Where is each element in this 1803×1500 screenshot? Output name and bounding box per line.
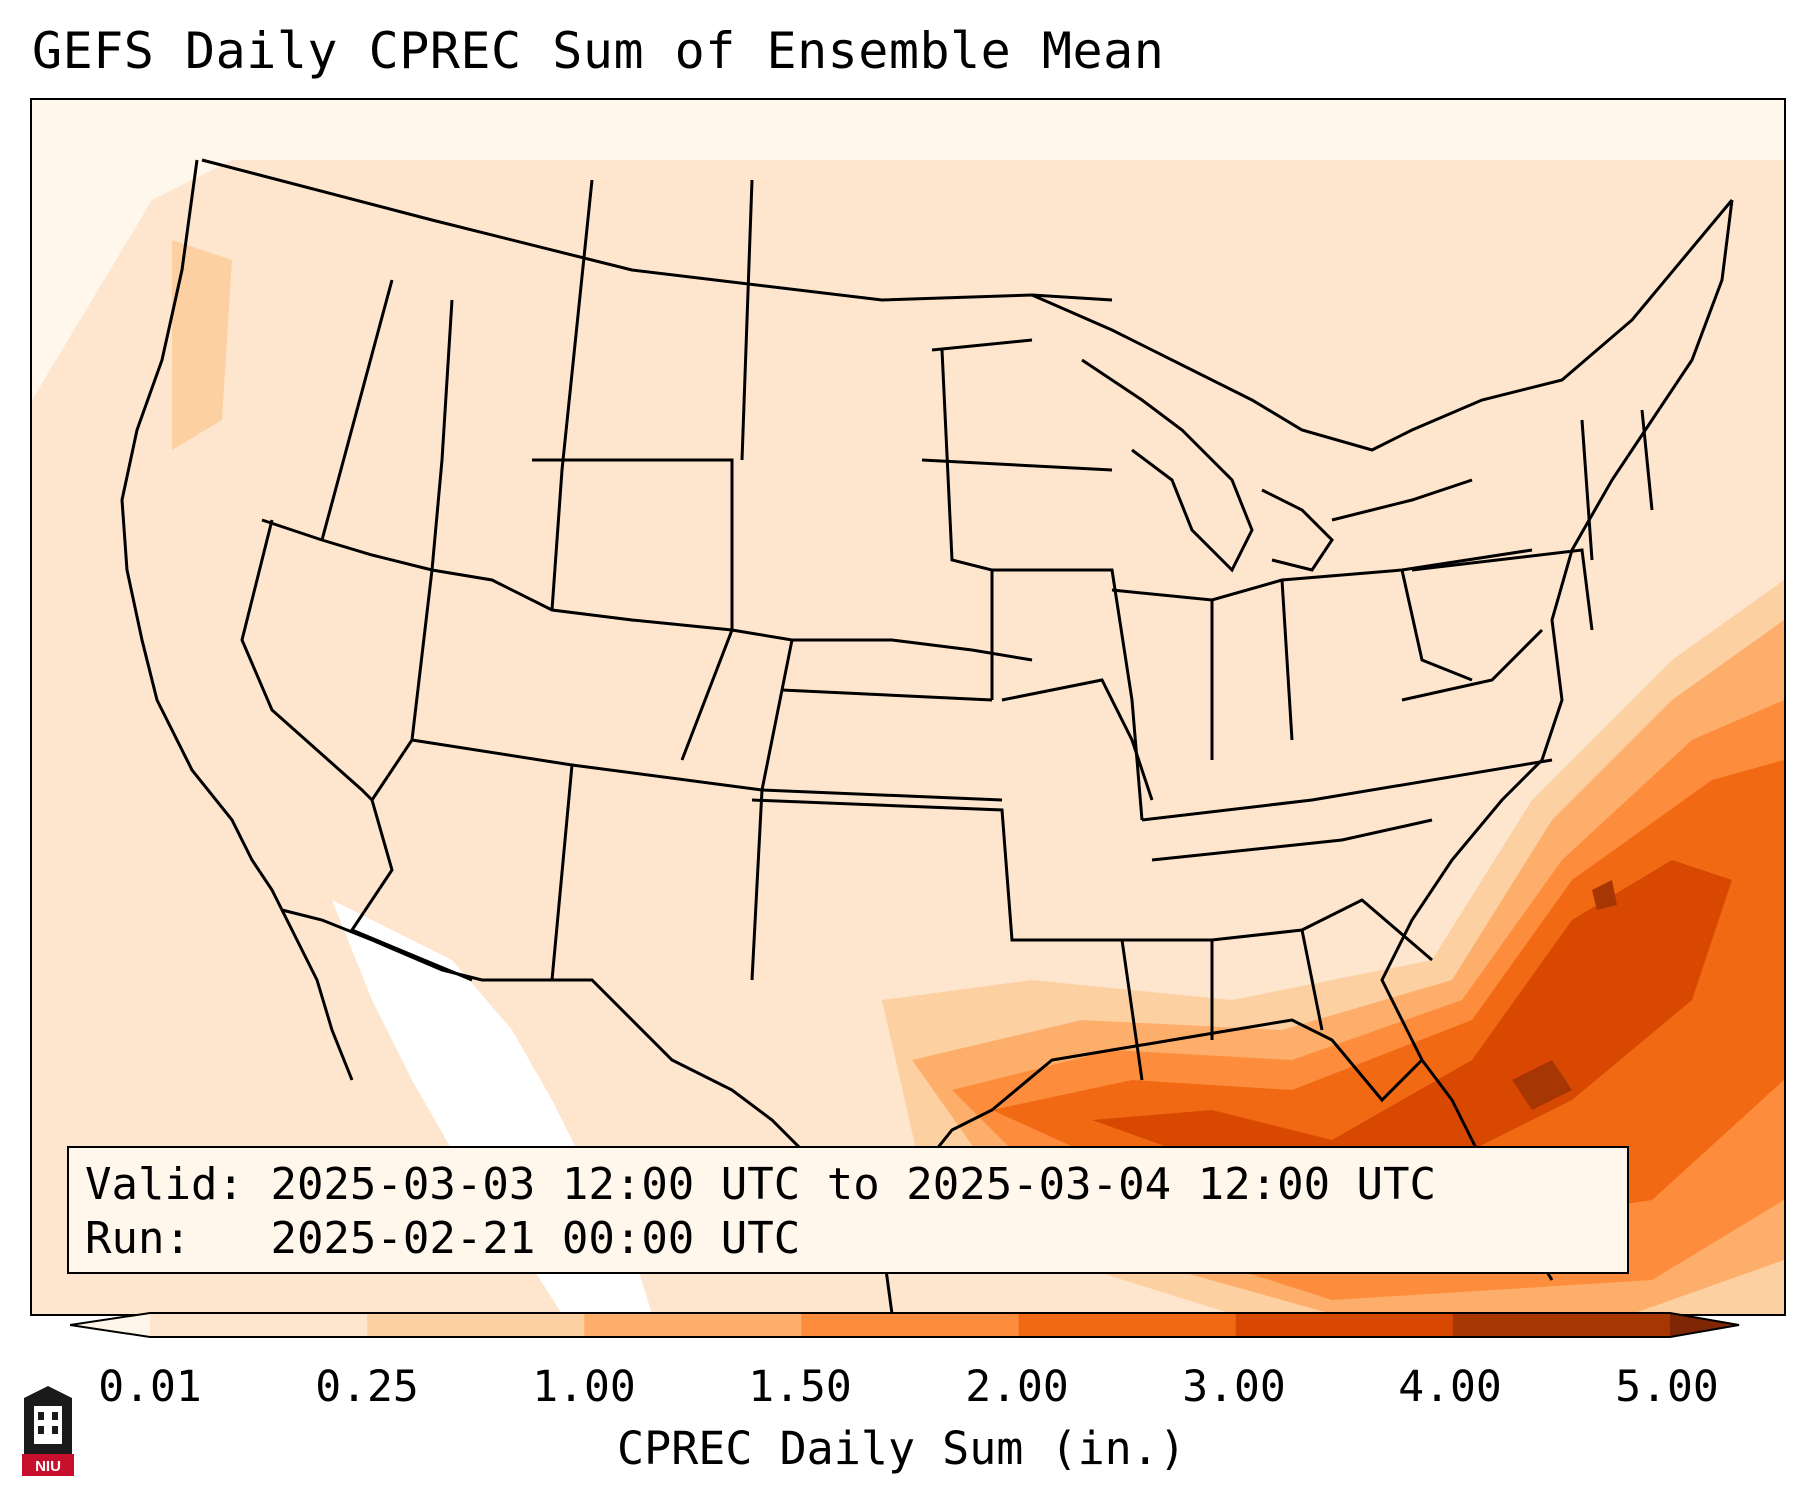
run-value: 2025-02-21 00:00 UTC	[270, 1213, 801, 1264]
colorbar-segment	[367, 1313, 585, 1337]
map-title: GEFS Daily CPREC Sum of Ensemble Mean	[32, 22, 1165, 80]
colorbar-extend-low	[70, 1313, 150, 1337]
colorbar-tick: 1.00	[532, 1362, 636, 1412]
validity-info-box: Valid: 2025-03-03 12:00 UTC to 2025-03-0…	[67, 1146, 1629, 1274]
precipitation-map	[32, 158, 1784, 1314]
valid-row: Valid: 2025-03-03 12:00 UTC to 2025-03-0…	[85, 1158, 1611, 1212]
colorbar-segment	[1018, 1313, 1237, 1337]
state-boundaries	[120, 158, 1734, 1314]
precip-contour	[1592, 880, 1617, 910]
precip-contour	[172, 240, 232, 450]
colorbar-tick: 3.00	[1182, 1362, 1286, 1412]
valid-value: 2025-03-03 12:00 UTC to 2025-03-04 12:00…	[270, 1159, 1437, 1210]
colorbar-segment	[801, 1313, 1020, 1337]
precip-shading	[32, 160, 1784, 1314]
colorbar-segment	[1452, 1313, 1671, 1337]
colorbar-segment	[150, 1313, 368, 1337]
colorbar-tick: 1.50	[748, 1362, 852, 1412]
colorbar-tick: 4.00	[1398, 1362, 1502, 1412]
colorbar-tick: 0.25	[315, 1362, 419, 1412]
colorbar	[70, 1312, 1740, 1338]
precip-contour	[1092, 860, 1732, 1180]
logo-text: NIU	[35, 1458, 61, 1475]
valid-label: Valid:	[85, 1159, 244, 1210]
colorbar-tick: 2.00	[965, 1362, 1069, 1412]
colorbar-segment	[1235, 1313, 1454, 1337]
niu-logo: NIU	[22, 1386, 74, 1476]
precip-contour	[1512, 1060, 1572, 1110]
map-panel	[30, 98, 1786, 1316]
run-row: Run: 2025-02-21 00:00 UTC	[85, 1212, 1611, 1266]
colorbar-segment	[584, 1313, 802, 1337]
colorbar-label: CPREC Daily Sum (in.)	[617, 1422, 1186, 1475]
colorbar-extend-high	[1670, 1313, 1739, 1337]
run-label: Run:	[85, 1213, 191, 1264]
colorbar-tick: 5.00	[1615, 1362, 1719, 1412]
colorbar-tick: 0.01	[98, 1362, 202, 1412]
